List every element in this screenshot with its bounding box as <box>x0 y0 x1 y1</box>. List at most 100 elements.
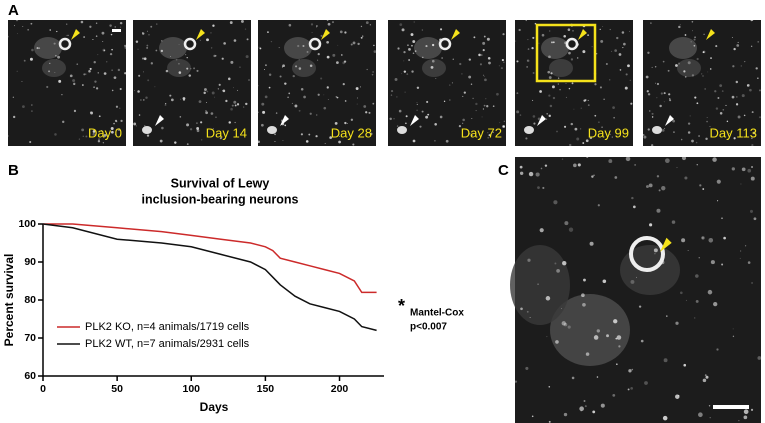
speckle <box>577 163 581 167</box>
speckle <box>721 90 724 92</box>
survival-curve <box>43 223 377 294</box>
speckle <box>696 57 699 61</box>
speckle <box>487 136 490 139</box>
speckle <box>210 47 213 49</box>
micrograph: Day 28 <box>257 19 377 146</box>
speckle <box>288 92 291 95</box>
speckle <box>751 165 754 169</box>
speckle <box>138 114 141 116</box>
speckle <box>236 89 239 92</box>
speckle <box>492 131 494 133</box>
arrowhead <box>280 115 289 126</box>
speckle <box>119 21 123 25</box>
speckle <box>94 80 97 83</box>
speckle <box>593 174 595 176</box>
speckle <box>587 34 590 37</box>
speckle <box>189 128 193 131</box>
speckle <box>326 40 329 44</box>
speckle <box>69 74 73 78</box>
speckle <box>308 133 311 136</box>
speckle <box>653 248 658 253</box>
speckle <box>737 41 739 44</box>
speckle <box>738 420 740 422</box>
speckle <box>630 279 635 284</box>
speckle <box>504 126 506 128</box>
speckle <box>647 51 650 54</box>
speckle <box>571 376 575 380</box>
speckle <box>53 42 56 45</box>
speckle <box>499 122 501 124</box>
speckle <box>161 126 164 130</box>
speckle <box>300 87 304 91</box>
speckle <box>257 111 259 114</box>
speckle <box>324 142 326 144</box>
speckle <box>731 37 733 38</box>
speckle <box>677 62 681 65</box>
speckle <box>731 167 735 171</box>
speckle <box>583 400 586 402</box>
annotation: p<0.007 <box>410 322 447 333</box>
speckle <box>471 118 473 119</box>
arrowhead <box>196 29 205 40</box>
inclusion <box>524 126 534 134</box>
day-label: Day 14 <box>206 125 247 140</box>
speckle <box>679 24 681 26</box>
speckle <box>719 84 723 87</box>
speckle <box>306 51 309 53</box>
speckle <box>315 25 318 27</box>
speckle <box>613 116 615 119</box>
speckle <box>573 108 575 110</box>
speckle <box>331 21 335 24</box>
speckle <box>76 63 79 65</box>
chart-title: inclusion-bearing neurons <box>142 192 299 206</box>
speckle <box>372 71 375 73</box>
speckle <box>97 72 99 74</box>
speckle <box>696 102 699 105</box>
speckle <box>295 65 298 68</box>
speckle <box>371 73 374 76</box>
speckle <box>29 141 32 144</box>
speckle <box>701 236 705 240</box>
speckle <box>343 60 347 63</box>
micrograph-bg <box>515 20 633 146</box>
speckle <box>401 28 405 32</box>
speckle <box>669 99 672 102</box>
speckle <box>726 120 729 123</box>
arrowhead <box>451 29 460 40</box>
speckle <box>661 185 666 191</box>
arrowhead <box>410 115 419 126</box>
speckle <box>111 130 114 134</box>
speckle <box>352 143 355 146</box>
speckle <box>525 137 528 140</box>
y-tick-label: 100 <box>18 218 36 230</box>
speckle <box>713 301 718 307</box>
speckle <box>662 415 668 421</box>
inclusion <box>142 126 152 134</box>
speckle <box>608 159 613 163</box>
speckle <box>326 86 329 89</box>
speckle <box>609 79 611 81</box>
day-label: Day 0 <box>88 125 122 140</box>
speckle <box>140 99 142 101</box>
speckle <box>146 44 149 47</box>
speckle <box>685 76 687 78</box>
speckle <box>282 64 285 68</box>
speckle <box>548 420 551 423</box>
speckle <box>182 97 186 100</box>
speckle <box>478 53 481 57</box>
speckle <box>757 40 760 43</box>
speckle <box>441 57 444 59</box>
speckle <box>416 103 418 105</box>
speckle <box>431 59 435 63</box>
speckle <box>695 274 699 278</box>
speckle <box>72 79 76 83</box>
speckle <box>426 100 429 104</box>
micrograph-bg <box>258 20 376 146</box>
speckle <box>651 144 654 147</box>
speckle <box>527 59 529 62</box>
speckle <box>549 30 551 32</box>
speckle <box>531 99 534 101</box>
speckle <box>715 45 718 48</box>
speckle <box>327 22 331 26</box>
speckle <box>475 109 477 112</box>
